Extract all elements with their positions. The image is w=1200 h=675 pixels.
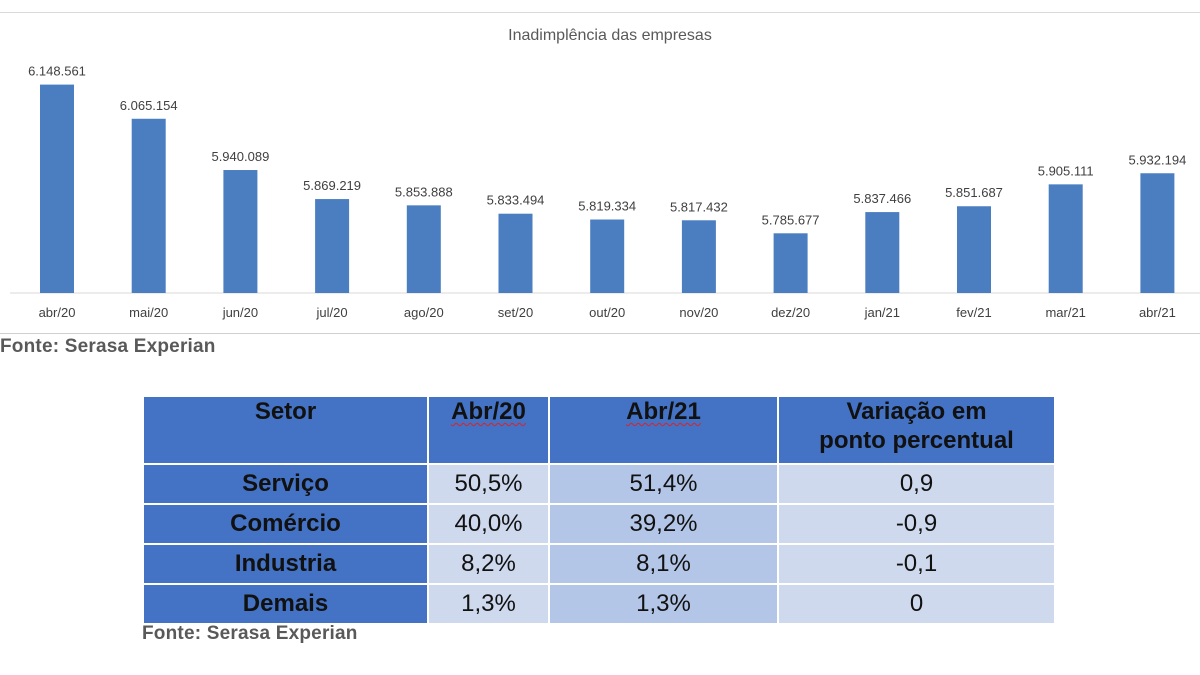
bar-fev-21 bbox=[957, 206, 991, 293]
x-tick-label: mai/20 bbox=[129, 305, 168, 320]
row-abr21: 1,3% bbox=[548, 583, 779, 625]
x-tick-label: jul/20 bbox=[316, 305, 348, 320]
bar-dez-20 bbox=[773, 233, 808, 293]
data-label: 5.833.494 bbox=[487, 193, 545, 208]
x-tick-label: fev/21 bbox=[956, 305, 991, 320]
data-label: 6.148.561 bbox=[28, 64, 86, 79]
bar-jan-21 bbox=[865, 212, 900, 293]
x-tick-label: abr/20 bbox=[39, 305, 76, 320]
data-label: 6.065.154 bbox=[120, 98, 178, 113]
bar-abr-20 bbox=[40, 84, 74, 293]
sector-table: Setor Abr/20 Abr/21 Variação em ponto pe… bbox=[142, 395, 1056, 625]
row-variacao: 0 bbox=[777, 583, 1056, 625]
data-label: 5.932.194 bbox=[1128, 152, 1186, 167]
sector-table-wrapper: Setor Abr/20 Abr/21 Variação em ponto pe… bbox=[142, 395, 1056, 625]
row-abr21: 8,1% bbox=[548, 543, 779, 585]
row-abr20: 50,5% bbox=[427, 463, 550, 505]
table-header-row: Setor Abr/20 Abr/21 Variação em ponto pe… bbox=[142, 395, 1056, 465]
bar-abr-21 bbox=[1140, 173, 1175, 293]
bar-jun-20 bbox=[223, 170, 258, 293]
row-setor: Demais bbox=[142, 583, 429, 625]
data-label: 5.851.687 bbox=[945, 185, 1003, 200]
x-tick-label: abr/21 bbox=[1139, 305, 1176, 320]
bar-ago-20 bbox=[406, 205, 441, 293]
row-variacao: -0,9 bbox=[777, 503, 1056, 545]
header-variacao-line1: Variação em bbox=[846, 398, 987, 425]
row-setor: Industria bbox=[142, 543, 429, 585]
bar-set-20 bbox=[498, 213, 533, 293]
data-label: 5.853.888 bbox=[395, 184, 453, 199]
row-abr21: 51,4% bbox=[548, 463, 779, 505]
x-tick-label: nov/20 bbox=[679, 305, 718, 320]
data-label: 5.819.334 bbox=[578, 199, 636, 214]
bar-mar-21 bbox=[1048, 184, 1083, 293]
header-variacao: Variação em ponto percentual bbox=[777, 395, 1056, 465]
row-abr20: 8,2% bbox=[427, 543, 550, 585]
row-variacao: 0,9 bbox=[777, 463, 1056, 505]
x-tick-label: jun/20 bbox=[222, 305, 258, 320]
x-tick-label: jan/21 bbox=[864, 305, 900, 320]
chart-bottom-divider bbox=[0, 333, 1200, 334]
row-setor: Serviço bbox=[142, 463, 429, 505]
x-tick-label: out/20 bbox=[589, 305, 625, 320]
data-label: 5.869.219 bbox=[303, 178, 361, 193]
header-abr21: Abr/21 bbox=[548, 395, 779, 465]
table-row: Demais 1,3% 1,3% 0 bbox=[142, 583, 1056, 625]
x-tick-label: set/20 bbox=[498, 305, 533, 320]
table-row: Industria 8,2% 8,1% -0,1 bbox=[142, 543, 1056, 585]
chart-source: Fonte: Serasa Experian bbox=[0, 336, 216, 357]
data-label: 5.785.677 bbox=[762, 212, 820, 227]
chart-title: Inadimplência das empresas bbox=[508, 27, 712, 44]
row-abr20: 1,3% bbox=[427, 583, 550, 625]
data-label: 5.905.111 bbox=[1038, 163, 1094, 178]
row-variacao: -0,1 bbox=[777, 543, 1056, 585]
data-label: 5.940.089 bbox=[211, 149, 269, 164]
bar-out-20 bbox=[590, 219, 625, 293]
x-tick-label: dez/20 bbox=[771, 305, 810, 320]
x-tick-label: mar/21 bbox=[1045, 305, 1085, 320]
bar-mai-20 bbox=[131, 118, 166, 293]
header-variacao-line2: ponto percentual bbox=[819, 427, 1014, 454]
row-abr21: 39,2% bbox=[548, 503, 779, 545]
bar-chart: 6.148.561 abr/20 6.065.154 mai/20 5.940.089 j… bbox=[10, 64, 1200, 320]
data-label: 5.837.466 bbox=[853, 191, 911, 206]
header-abr20: Abr/20 bbox=[427, 395, 550, 465]
bar-nov-20 bbox=[681, 220, 716, 293]
bar-jul-20 bbox=[315, 199, 350, 293]
data-label: 5.817.432 bbox=[670, 199, 728, 214]
table-row: Comércio 40,0% 39,2% -0,9 bbox=[142, 503, 1056, 545]
x-tick-label: ago/20 bbox=[404, 305, 444, 320]
row-setor: Comércio bbox=[142, 503, 429, 545]
table-source: Fonte: Serasa Experian bbox=[142, 623, 358, 644]
header-setor: Setor bbox=[142, 395, 429, 465]
top-divider bbox=[0, 12, 1200, 13]
row-abr20: 40,0% bbox=[427, 503, 550, 545]
table-row: Serviço 50,5% 51,4% 0,9 bbox=[142, 463, 1056, 505]
header-abr20-text: Abr/20 bbox=[451, 398, 526, 425]
header-abr21-text: Abr/21 bbox=[626, 398, 701, 425]
